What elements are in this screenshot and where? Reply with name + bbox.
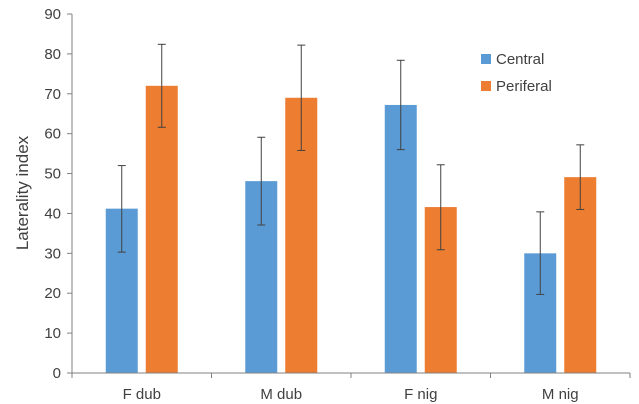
y-tick-label: 10 <box>44 325 61 342</box>
x-tick-label: F nig <box>404 386 437 403</box>
y-tick-label: 40 <box>44 205 61 222</box>
bar-periferal <box>145 85 178 374</box>
error-bars <box>117 43 585 295</box>
x-tick-label: M nig <box>542 386 579 403</box>
bars <box>105 85 597 374</box>
legend-label-periferal: Periferal <box>496 78 552 95</box>
y-axis-title: Laterality index <box>13 135 32 250</box>
x-tick-label: M dub <box>260 386 302 403</box>
y-tick-label: 60 <box>44 126 61 143</box>
legend-label-central: Central <box>496 51 544 68</box>
y-axis: 0 10 20 30 40 50 60 70 80 90 <box>44 6 73 382</box>
x-axis: F dub M dub F nig M nig <box>71 372 631 403</box>
x-tick-label: F dub <box>123 386 161 403</box>
y-tick-label: 30 <box>44 245 61 262</box>
legend: Central Periferal <box>481 51 552 95</box>
y-tick-label: 50 <box>44 166 61 183</box>
y-tick-label: 90 <box>44 6 61 23</box>
y-tick-label: 0 <box>53 365 61 382</box>
legend-swatch-periferal <box>481 81 491 91</box>
y-tick-label: 80 <box>44 46 61 63</box>
legend-swatch-central <box>481 54 491 64</box>
y-tick-label: 20 <box>44 285 61 302</box>
y-tick-label: 70 <box>44 86 61 103</box>
